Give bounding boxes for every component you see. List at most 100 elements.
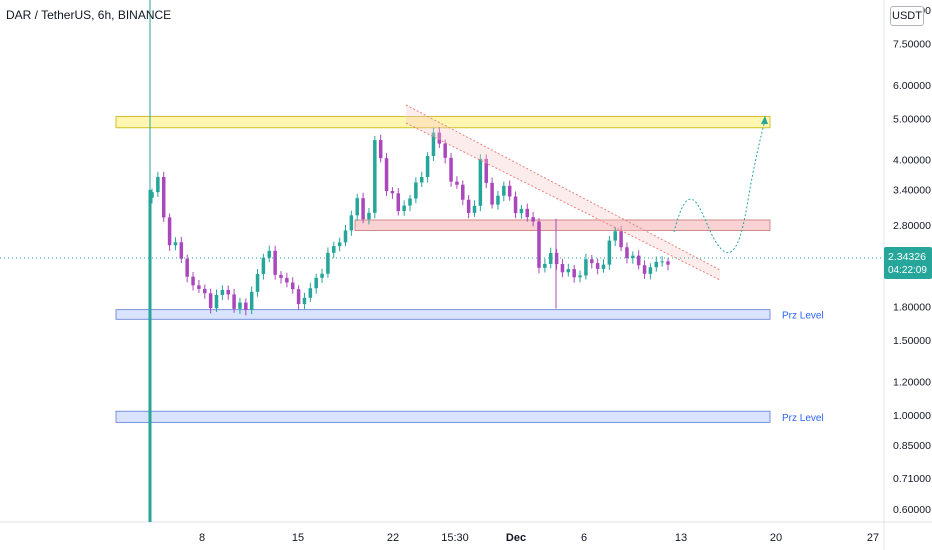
candle-body [560, 264, 565, 273]
projected-path[interactable] [673, 119, 766, 254]
candle-body [320, 273, 324, 278]
channel-lower-line[interactable] [405, 122, 721, 281]
candle-body [332, 246, 336, 253]
candle-body [220, 289, 225, 295]
candle-body [437, 132, 442, 144]
candle-body [255, 273, 260, 292]
x-tick-label: 20 [770, 532, 782, 544]
y-tick-label: 1.00000 [893, 410, 931, 422]
candle-body [660, 261, 664, 263]
zone-label: Prz Level [782, 413, 824, 424]
candle-body [642, 265, 647, 274]
price-badge-countdown: 04:22:09 [888, 265, 927, 276]
y-tick-label: 1.50000 [893, 335, 931, 347]
x-tick-label: Dec [506, 532, 526, 544]
candle-body [566, 269, 571, 273]
candle-body [414, 182, 418, 199]
candle-body [431, 132, 436, 157]
candle-body [601, 264, 606, 269]
candle-body [531, 217, 535, 222]
candle-body [343, 230, 348, 243]
candle-body [244, 302, 248, 310]
candle-body [584, 259, 588, 276]
zone-box[interactable] [115, 309, 771, 320]
candle-body [631, 255, 635, 259]
zone-box[interactable] [115, 410, 771, 423]
candle-body [261, 257, 266, 274]
candle-body [484, 158, 488, 183]
candle-body [273, 250, 277, 275]
candle-body [150, 192, 154, 198]
y-tick-label: 4.00000 [893, 154, 931, 166]
candle-body [390, 191, 395, 194]
candle-body [249, 291, 254, 310]
candle-body [326, 252, 330, 274]
zone-label: Prz Level [782, 310, 824, 321]
y-tick-label: 1.20000 [893, 376, 931, 388]
candle-body [208, 293, 213, 309]
candle-body [308, 288, 313, 298]
candle-body [648, 267, 653, 274]
candle-body [507, 185, 512, 197]
candle-body [396, 193, 401, 212]
candle-body [378, 140, 383, 159]
candle-body [373, 140, 377, 213]
zone-box[interactable] [115, 116, 771, 129]
candle-body [537, 221, 541, 268]
y-tick-label: 0.71000 [893, 473, 931, 485]
candle-body [425, 156, 430, 178]
candle-body [419, 177, 424, 183]
candle-body [654, 261, 659, 268]
y-tick-label: 2.80000 [893, 220, 931, 232]
x-tick-label: 27 [867, 532, 879, 544]
zone-box[interactable] [354, 219, 771, 231]
price-badge-value: 2.34326 [888, 251, 926, 263]
candle-body [197, 285, 201, 289]
candle-body [478, 158, 483, 206]
candle-body [449, 157, 453, 182]
candle-body [619, 231, 623, 248]
candle-body [590, 259, 594, 264]
candle-body [337, 242, 342, 247]
currency-button[interactable]: USDT [890, 6, 924, 26]
candle-body [613, 231, 617, 241]
candle-body [203, 288, 207, 294]
candle-body [232, 294, 236, 309]
candle-body [361, 198, 365, 220]
y-tick-label: 3.40000 [893, 184, 931, 196]
candle-body [513, 196, 518, 214]
candle-body [455, 181, 459, 185]
candle-body [466, 199, 471, 213]
candle-body [179, 242, 184, 259]
candle-body [502, 185, 506, 196]
candle-body [355, 198, 359, 216]
candle-body [185, 258, 189, 277]
y-tick-label: 7.50000 [893, 39, 931, 51]
candle-body [572, 269, 576, 278]
candle-body [666, 261, 670, 265]
candle-body [290, 282, 295, 290]
candle-body [543, 263, 547, 268]
chart-title: DAR / TetherUS, 6h, BINANCE [6, 8, 172, 22]
candle-body [156, 176, 160, 193]
candle-body [214, 294, 219, 309]
y-tick-label: 0.85000 [893, 440, 931, 452]
x-tick-label: 15:30 [441, 532, 469, 544]
y-tick-label: 5.00000 [893, 113, 931, 125]
candle-body [285, 277, 289, 283]
candle-body [296, 289, 301, 305]
candle-body [461, 184, 465, 200]
candle-body [548, 252, 553, 264]
candle-body [238, 302, 242, 309]
candle-body [191, 276, 195, 286]
projected-path-arrowhead [761, 116, 768, 124]
x-tick-label: 8 [199, 532, 205, 544]
candle-body [349, 215, 354, 231]
candle-body [279, 274, 283, 278]
candle-body [472, 205, 477, 213]
x-tick-label: 13 [675, 532, 687, 544]
channel-fill [406, 105, 720, 280]
channel-upper-line[interactable] [405, 104, 721, 271]
